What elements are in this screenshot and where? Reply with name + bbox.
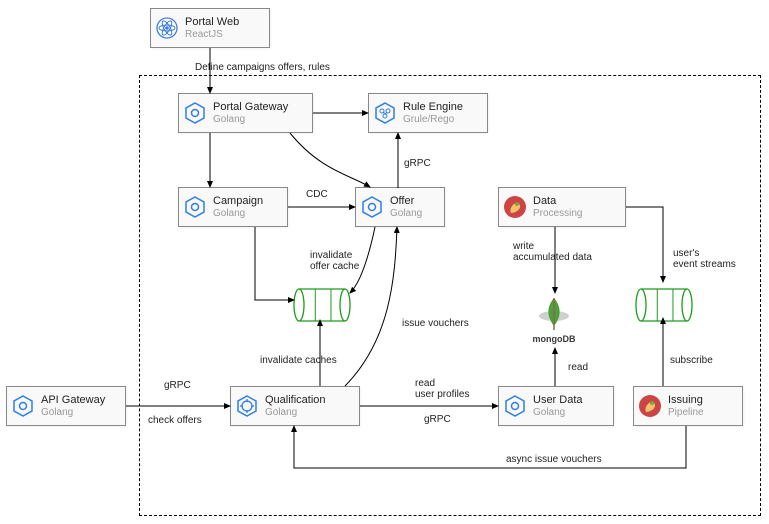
node-data-proc: DataProcessing xyxy=(498,187,626,227)
label-inv-caches: invalidate caches xyxy=(260,355,337,366)
label-invalidate-offer: invalidate offer cache xyxy=(310,250,359,272)
cylinder-events xyxy=(636,284,692,331)
node-user-data: User DataGolang xyxy=(498,386,614,426)
node-subtitle: Golang xyxy=(41,407,105,419)
node-title: Data xyxy=(533,195,582,208)
data-icon xyxy=(503,195,527,219)
node-subtitle: Golang xyxy=(213,114,288,126)
mongo-label: mongoDB xyxy=(524,334,584,344)
node-title: Rule Engine xyxy=(403,101,463,114)
label-define: Define campaigns offers, rules xyxy=(195,62,330,73)
node-portal-web: Portal WebReactJS xyxy=(150,8,270,48)
label-grpc1: gRPC xyxy=(404,158,431,169)
hex-icon xyxy=(11,394,35,418)
label-cdc: CDC xyxy=(306,189,328,200)
label-read: read xyxy=(568,362,588,373)
brain-icon xyxy=(373,101,397,125)
label-subscribe: subscribe xyxy=(670,355,713,366)
hex-icon xyxy=(183,195,207,219)
node-api-gateway: API GatewayGolang xyxy=(6,386,126,426)
node-offer: OfferGolang xyxy=(355,187,445,227)
node-title: Offer xyxy=(390,195,422,208)
node-subtitle: Grule/Rego xyxy=(403,114,463,126)
hex-icon xyxy=(360,195,384,219)
node-subtitle: Pipeline xyxy=(668,407,704,419)
node-issuing: IssuingPipeline xyxy=(633,386,743,426)
label-write: write accumulated data xyxy=(513,241,592,263)
label-check: check offers xyxy=(148,415,202,426)
node-title: Portal Gateway xyxy=(213,101,288,114)
hex-icon xyxy=(503,394,527,418)
node-subtitle: Golang xyxy=(390,208,422,220)
node-campaign: CampaignGolang xyxy=(178,187,288,227)
node-qualification: QualificationGolang xyxy=(230,386,360,426)
label-async: async issue vouchers xyxy=(506,454,602,465)
node-rule-engine: Rule EngineGrule/Rego xyxy=(368,93,488,133)
label-grpc3: gRPC xyxy=(424,414,451,425)
mongodb-icon: mongoDB xyxy=(524,296,584,344)
react-icon xyxy=(155,16,179,40)
node-title: User Data xyxy=(533,394,583,407)
node-portal-gateway: Portal GatewayGolang xyxy=(178,93,313,133)
gear-icon xyxy=(235,394,259,418)
node-subtitle: Processing xyxy=(533,208,582,220)
node-title: API Gateway xyxy=(41,394,105,407)
label-users-ev: user's event streams xyxy=(673,248,736,270)
cylinder-cache xyxy=(294,284,350,331)
node-subtitle: ReactJS xyxy=(185,29,239,41)
node-title: Portal Web xyxy=(185,16,239,29)
node-subtitle: Golang xyxy=(265,407,326,419)
node-subtitle: Golang xyxy=(213,208,263,220)
node-subtitle: Golang xyxy=(533,407,583,419)
label-issue-v: issue vouchers xyxy=(402,318,469,329)
data-icon xyxy=(638,394,662,418)
hex-icon xyxy=(183,101,207,125)
node-title: Issuing xyxy=(668,394,704,407)
label-grpc2: gRPC xyxy=(164,380,191,391)
label-read-prof: read user profiles xyxy=(415,378,469,400)
node-title: Campaign xyxy=(213,195,263,208)
node-title: Qualification xyxy=(265,394,326,407)
